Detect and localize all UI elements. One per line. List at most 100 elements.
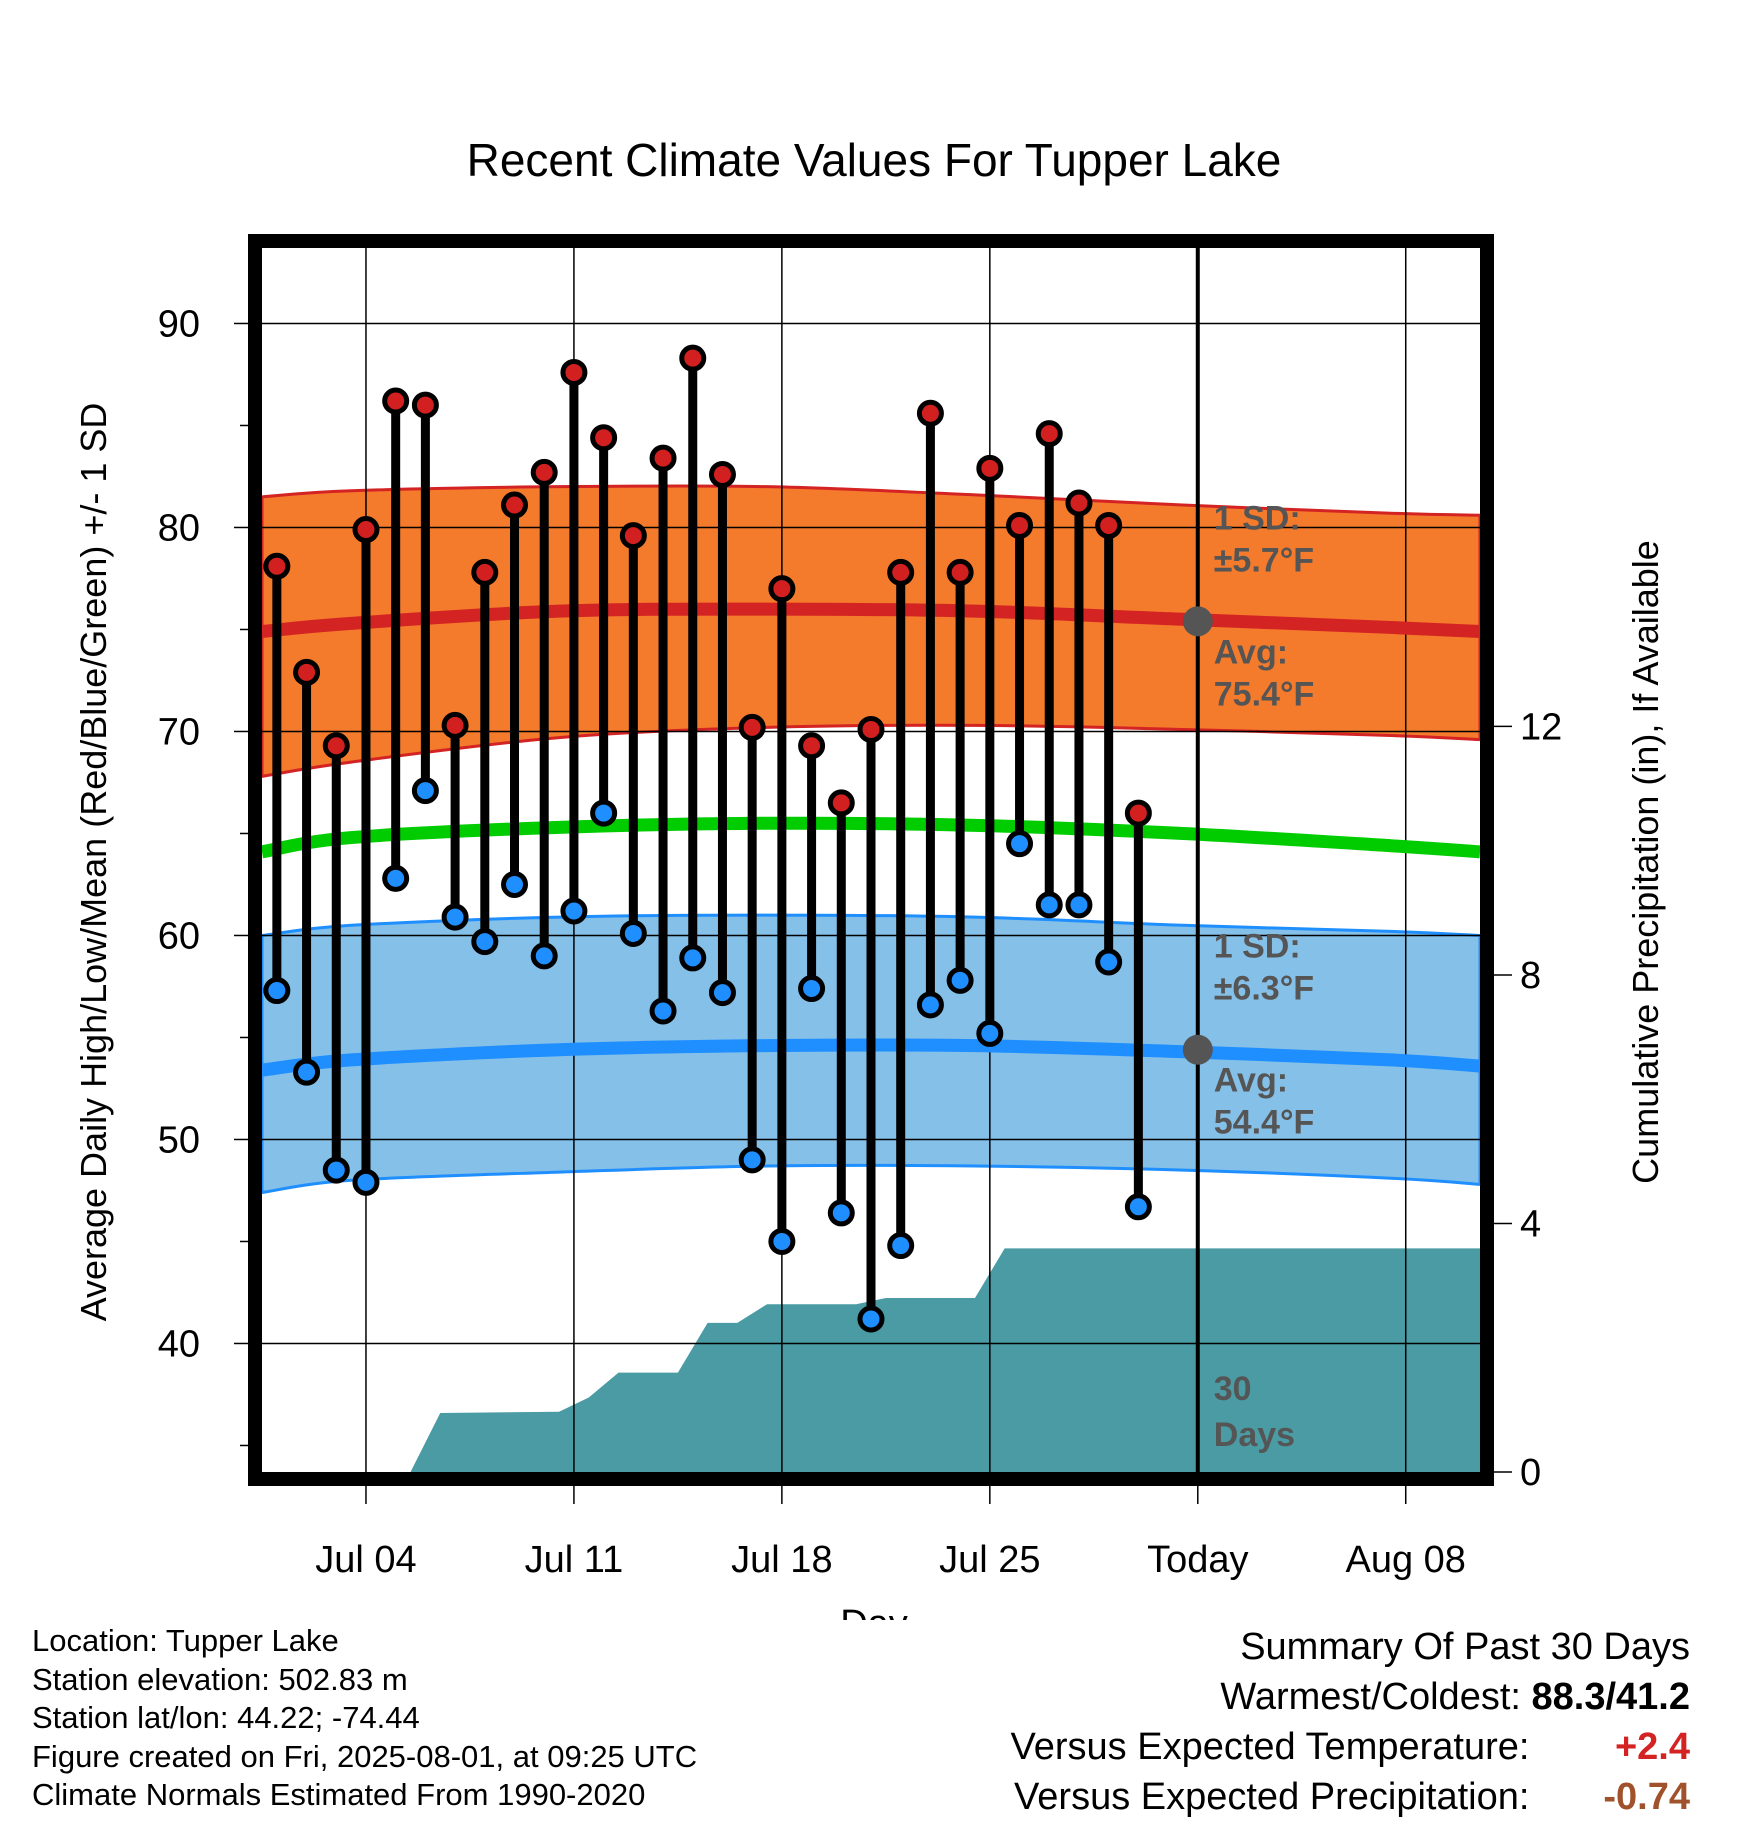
daily-low-point bbox=[590, 799, 618, 827]
x-tick-label: Jul 18 bbox=[731, 1539, 832, 1581]
normals-text: Climate Normals Estimated From 1990-2020 bbox=[32, 1777, 646, 1812]
x-tick-label: Jul 11 bbox=[525, 1539, 624, 1581]
y-tick-label: 80 bbox=[158, 507, 200, 549]
high-sd-value: ±5.7°F bbox=[1214, 541, 1314, 579]
daily-high-point bbox=[1035, 420, 1063, 448]
chart-title: Recent Climate Values For Tupper Lake bbox=[467, 134, 1282, 186]
daily-low-point bbox=[530, 942, 558, 970]
daily-high-point bbox=[738, 713, 766, 741]
precipitation-area bbox=[410, 1248, 1480, 1472]
daily-low-point bbox=[649, 997, 677, 1025]
station-info: Location: Tupper Lake Station elevation:… bbox=[32, 1622, 697, 1815]
daily-high-point bbox=[1065, 489, 1093, 517]
high-avg-label: Avg: bbox=[1214, 633, 1288, 671]
daily-low-point bbox=[679, 944, 707, 972]
x-tick-label: Aug 08 bbox=[1346, 1539, 1466, 1581]
daily-high-point bbox=[560, 358, 588, 386]
daily-high-point bbox=[263, 552, 291, 580]
plot-area: 1 SD: ±5.7°F Avg: 75.4°F 1 SD: ±6.3°F Avg: 54.4… bbox=[158, 234, 1562, 1581]
daily-low-point bbox=[1065, 891, 1093, 919]
latlon-text: Station lat/lon: 44.22; -74.44 bbox=[32, 1700, 420, 1735]
daily-low-point bbox=[1124, 1193, 1152, 1221]
location-text: Location: Tupper Lake bbox=[32, 1623, 339, 1658]
created-text: Figure created on Fri, 2025-08-01, at 09… bbox=[32, 1738, 698, 1774]
y2-tick-label: 4 bbox=[1520, 1203, 1541, 1245]
daily-high-point bbox=[857, 715, 885, 743]
y2-tick-label: 8 bbox=[1520, 955, 1541, 997]
daily-low-point bbox=[263, 977, 291, 1005]
high-sd-label: 1 SD: bbox=[1214, 499, 1301, 537]
x-axis-label: Day bbox=[840, 1603, 908, 1620]
daily-low-point bbox=[857, 1305, 885, 1333]
daily-high-point bbox=[382, 387, 410, 415]
summary-title: Summary Of Past 30 Days bbox=[1240, 1626, 1690, 1668]
daily-low-point bbox=[916, 991, 944, 1019]
plot-frame bbox=[248, 234, 1494, 1486]
daily-high-point bbox=[293, 658, 321, 686]
daily-high-point bbox=[352, 516, 380, 544]
daily-low-point bbox=[1095, 948, 1123, 976]
precip-value: -0.74 bbox=[1603, 1776, 1690, 1818]
elevation-text: Station elevation: 502.83 m bbox=[32, 1661, 408, 1697]
daily-high-point bbox=[1095, 511, 1123, 539]
daily-high-point bbox=[827, 789, 855, 817]
daily-high-point bbox=[976, 454, 1004, 482]
daily-low-point bbox=[619, 919, 647, 947]
warm-cold-row: Warmest/Coldest: 88.3/41.2 bbox=[1011, 1672, 1690, 1722]
daily-low-point bbox=[382, 864, 410, 892]
y-tick-label: 90 bbox=[158, 303, 200, 345]
daily-low-point bbox=[1035, 891, 1063, 919]
daily-high-point bbox=[590, 424, 618, 452]
low-avg-value: 54.4°F bbox=[1214, 1104, 1315, 1142]
y2-axis-label: Cumulative Precipitation (in), If Availa… bbox=[1625, 540, 1666, 1184]
y-tick-label: 40 bbox=[158, 1323, 200, 1365]
warm-cold-label: Warmest/Coldest: bbox=[1220, 1676, 1521, 1718]
daily-high-point bbox=[1006, 511, 1034, 539]
summary-panel: Summary Of Past 30 Days Warmest/Coldest:… bbox=[1011, 1622, 1690, 1822]
temp-row: Versus Expected Temperature: +2.4 bbox=[1011, 1722, 1690, 1772]
y2-tick-label: 0 bbox=[1520, 1452, 1541, 1494]
y-tick-label: 60 bbox=[158, 915, 200, 957]
daily-high-point bbox=[798, 732, 826, 760]
temp-value: +2.4 bbox=[1614, 1726, 1690, 1768]
daily-high-point bbox=[708, 460, 736, 488]
y-tick-label: 70 bbox=[158, 711, 200, 753]
daily-high-point bbox=[946, 558, 974, 586]
plot-inner bbox=[262, 248, 1480, 1472]
daily-high-point bbox=[768, 575, 796, 603]
daily-low-point bbox=[441, 903, 469, 931]
daily-low-point bbox=[768, 1227, 796, 1255]
daily-high-point bbox=[501, 491, 529, 519]
daily-high-point bbox=[679, 344, 707, 372]
y-axis-label: Average Daily High/Low/Mean (Red/Blue/Gr… bbox=[73, 403, 114, 1322]
daily-high-point bbox=[916, 399, 944, 427]
x-tick-label: Jul 25 bbox=[939, 1539, 1040, 1581]
daily-low-point bbox=[887, 1232, 915, 1260]
today-high-avg-marker bbox=[1182, 606, 1213, 637]
avg-high-line bbox=[262, 602, 1480, 639]
daily-high-point bbox=[649, 444, 677, 472]
low-sd-value: ±6.3°F bbox=[1214, 970, 1314, 1008]
daily-low-point bbox=[976, 1019, 1004, 1047]
daily-low-point bbox=[293, 1058, 321, 1086]
daily-low-point bbox=[798, 975, 826, 1003]
precip-label: Versus Expected Precipitation: bbox=[1014, 1776, 1530, 1818]
y2-tick-label: 12 bbox=[1520, 706, 1562, 748]
daily-low-point bbox=[946, 966, 974, 994]
daily-low-point bbox=[827, 1199, 855, 1227]
daily-high-point bbox=[1124, 799, 1152, 827]
temp-label: Versus Expected Temperature: bbox=[1010, 1726, 1530, 1768]
daily-high-point bbox=[441, 711, 469, 739]
y-tick-label: 50 bbox=[158, 1119, 200, 1161]
daily-low-point bbox=[471, 928, 499, 956]
daily-high-point bbox=[471, 558, 499, 586]
climate-chart: Recent Climate Values For Tupper Lake 1 … bbox=[73, 134, 1666, 1620]
daily-low-point bbox=[322, 1156, 350, 1184]
daily-low-point bbox=[501, 870, 529, 898]
today-low-avg-marker bbox=[1182, 1034, 1213, 1065]
daily-low-point bbox=[1006, 830, 1034, 858]
x-tick-label: Jul 04 bbox=[315, 1539, 416, 1581]
daily-low-point bbox=[411, 777, 439, 805]
daily-high-point bbox=[322, 732, 350, 760]
daily-high-point bbox=[619, 522, 647, 550]
